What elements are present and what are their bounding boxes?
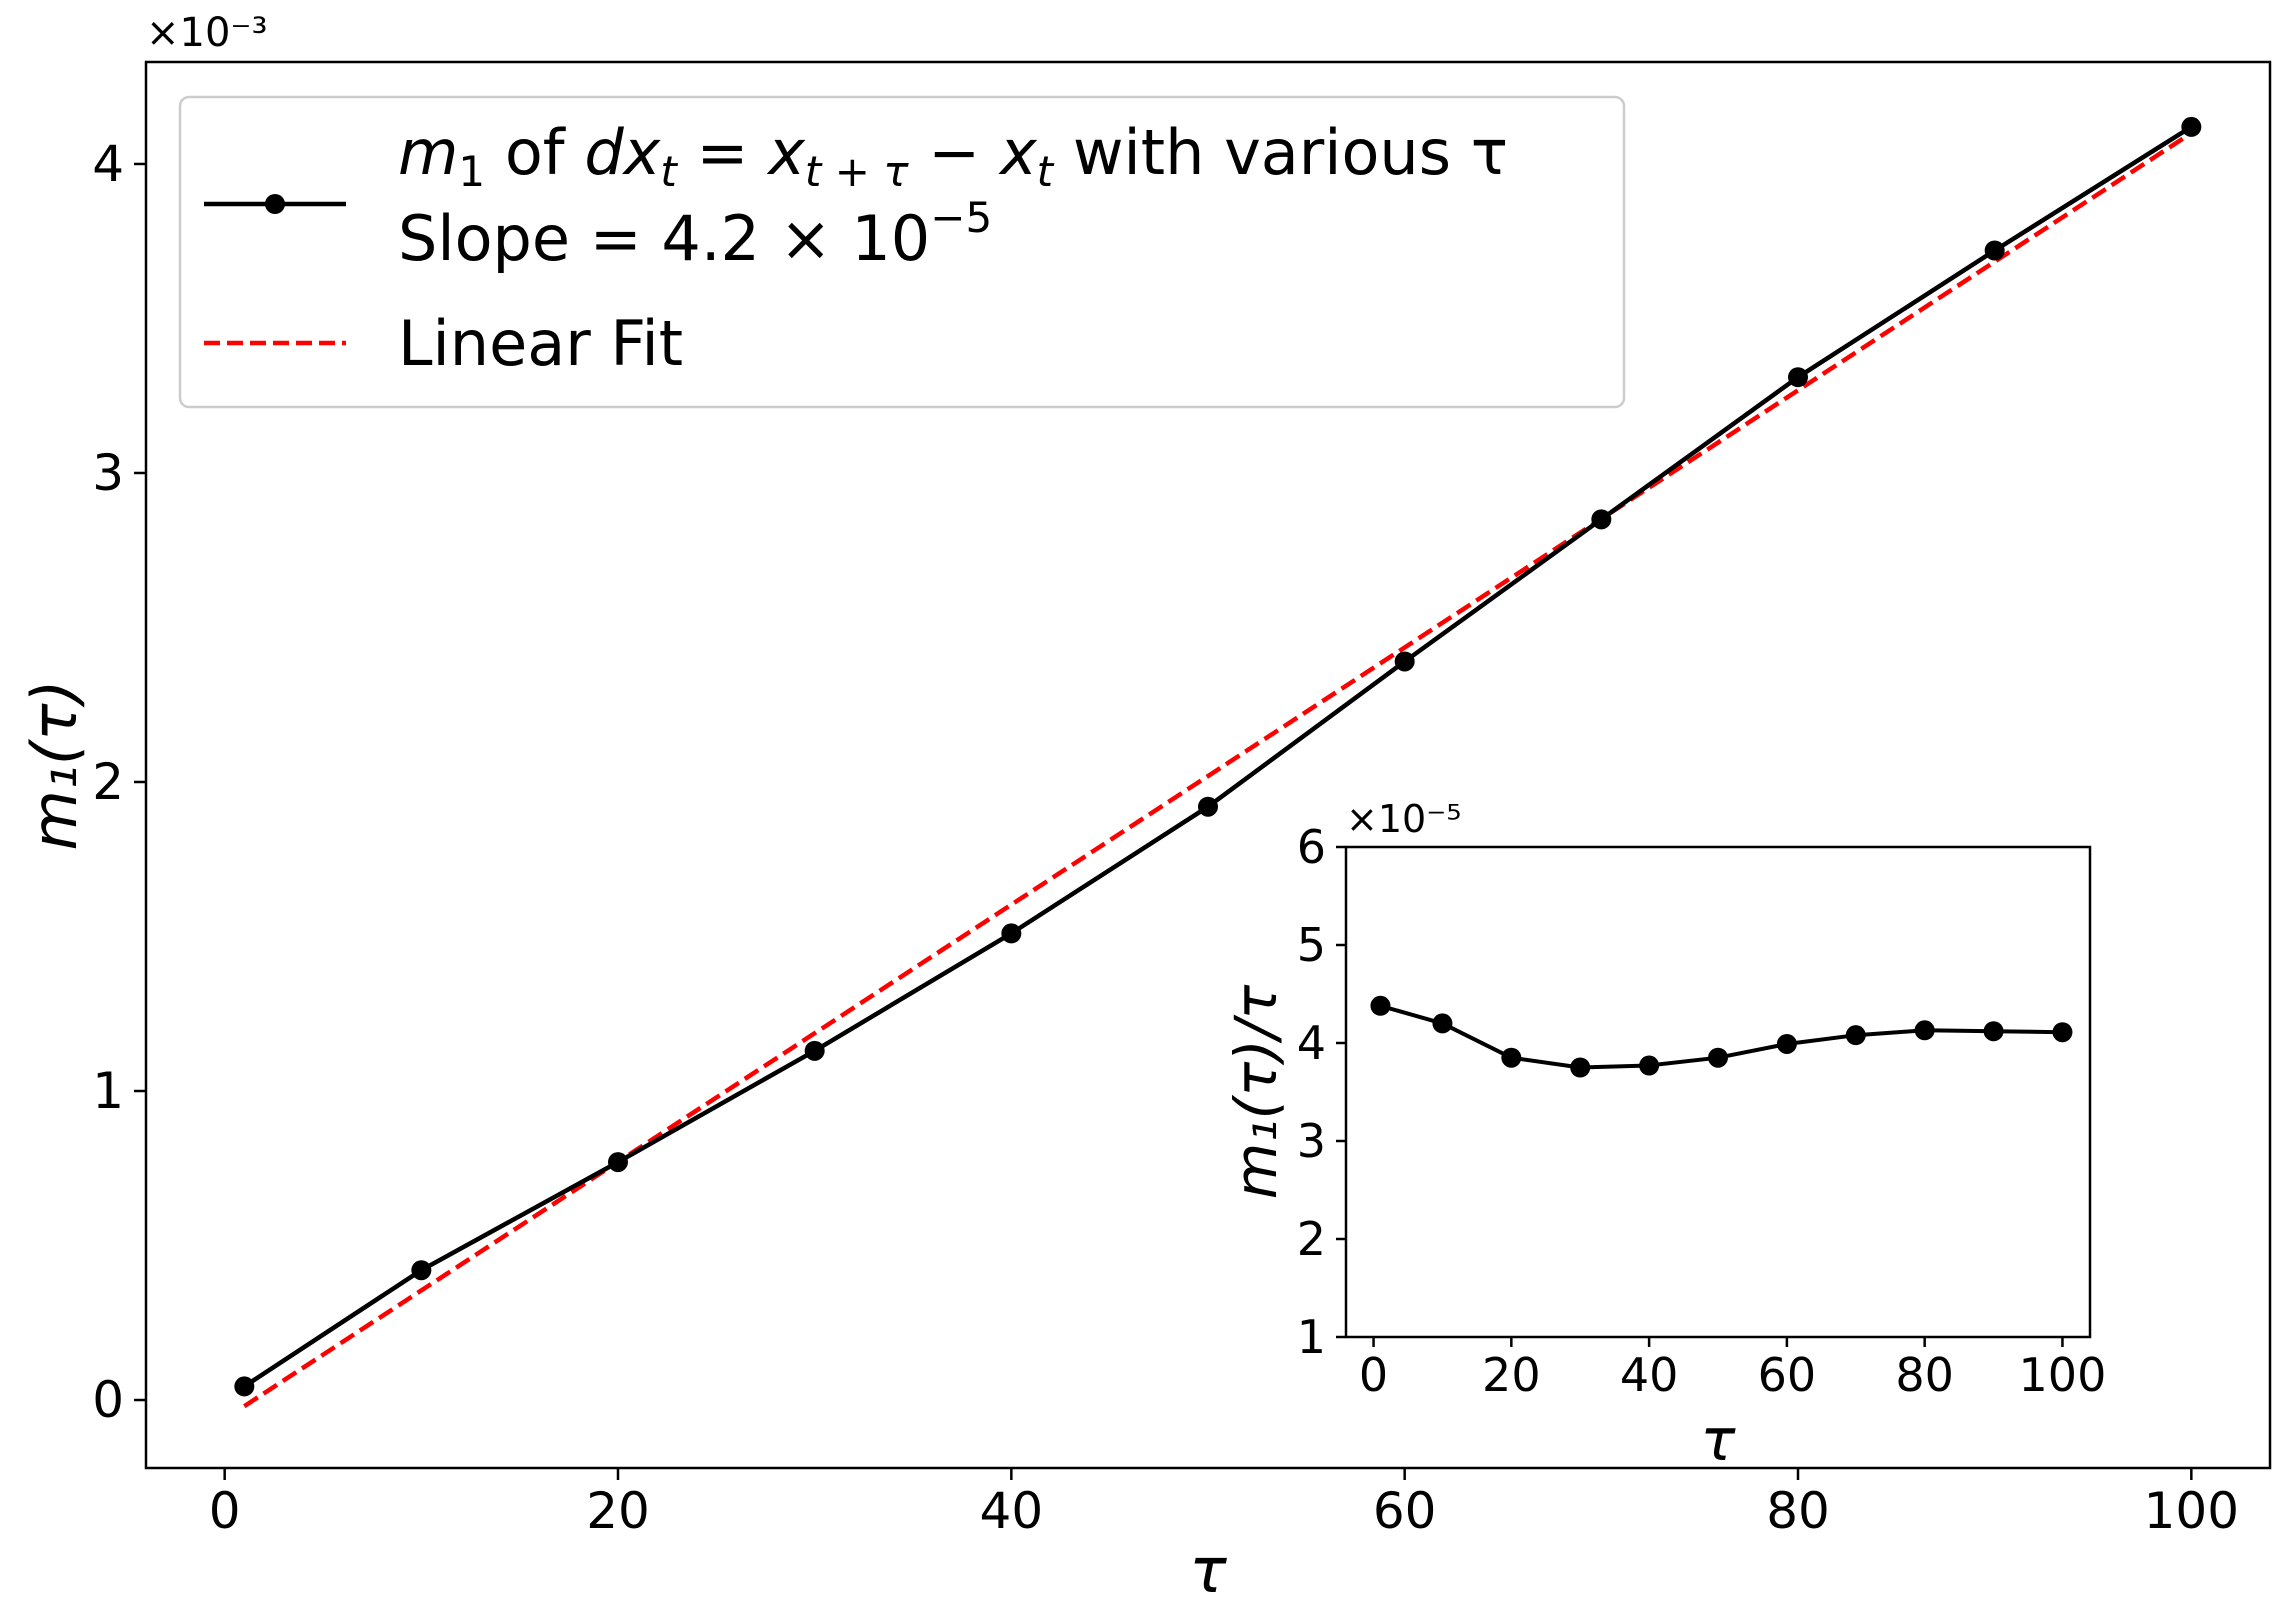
x-tick-label: 80: [1766, 1482, 1830, 1540]
main-y-axis-label: m₁(τ): [18, 680, 91, 851]
y-tick-label: 3: [1297, 1114, 1326, 1168]
inset-x-axis-ticks: 0 20 40 60 80 100: [1359, 1337, 2106, 1402]
main-y-axis-ticks: 0 1 2 3 4: [92, 135, 146, 1429]
x-tick-label: 60: [1373, 1482, 1437, 1540]
x-tick-label: 20: [586, 1482, 650, 1540]
data-point: [1370, 995, 1391, 1016]
y-tick-label: 0: [92, 1371, 124, 1429]
data-point: [1788, 367, 1808, 388]
y-tick-label: 4: [1297, 1016, 1326, 1070]
data-point: [1984, 240, 2005, 261]
data-point: [1983, 1021, 2004, 1042]
y-tick-label: 4: [92, 135, 124, 193]
x-tick-label: 100: [2019, 1348, 2107, 1402]
data-point: [1501, 1047, 1522, 1068]
main-y-multiplier: ×10⁻³: [146, 10, 268, 56]
data-point: [1432, 1013, 1453, 1034]
data-point: [1708, 1047, 1728, 1068]
data-point: [804, 1040, 825, 1061]
y-tick-label: 2: [1297, 1212, 1326, 1266]
data-point: [1639, 1055, 1660, 1076]
linear-fit-line: [243, 131, 2193, 1409]
legend-fit-label: Linear Fit: [398, 307, 683, 380]
main-x-axis-label: τ: [1189, 1534, 1227, 1607]
main-x-axis-ticks: 0 20 40 60 80 100: [209, 1468, 2239, 1540]
x-tick-label: 100: [2144, 1482, 2239, 1540]
x-tick-label: 0: [209, 1482, 241, 1540]
data-point: [1591, 509, 1612, 530]
data-point: [1394, 651, 1415, 672]
inset-plot-frame: [1344, 845, 2092, 1339]
legend-data-marker-swatch: [265, 194, 285, 214]
legend-data-label-line1: m1 of dxt = xt + τ − xt with various τ: [398, 116, 1508, 196]
data-point: [2052, 1022, 2073, 1043]
x-tick-label: 80: [1895, 1348, 1954, 1402]
main-plot-frame: [144, 60, 2272, 1470]
data-point: [1001, 923, 1022, 944]
legend-data-label-line2: Slope = 4.2 × 10−5: [398, 193, 992, 275]
inset-data-series: [1370, 995, 2073, 1078]
inset-plot: 0 20 40 60 80 100 1 2 3 4 5 6 ×10⁻⁵ τ m₁(τ)/τ: [1222, 797, 2106, 1474]
y-tick-label: 1: [92, 1062, 124, 1120]
inset-y-axis-label: m₁(τ)/τ: [1222, 984, 1290, 1199]
legend-box: [178, 95, 1626, 409]
inset-y-multiplier: ×10⁻⁵: [1346, 797, 1461, 841]
data-point: [1845, 1025, 1866, 1046]
data-point: [1570, 1057, 1591, 1078]
y-tick-label: 2: [92, 753, 124, 811]
legend: m1 of dxt = xt + τ − xt with various τ S…: [178, 95, 1626, 409]
data-point: [1198, 796, 1218, 817]
y-tick-label: 1: [1297, 1310, 1326, 1364]
inset-x-axis-label: τ: [1701, 1406, 1737, 1474]
y-tick-label: 5: [1297, 918, 1326, 972]
x-tick-label: 40: [1620, 1348, 1679, 1402]
data-point: [608, 1152, 628, 1173]
x-tick-label: 40: [980, 1482, 1044, 1540]
linear-fit-series: [243, 131, 2193, 1409]
data-point: [1914, 1020, 1935, 1041]
inset-y-axis-ticks: 1 2 3 4 5 6: [1297, 820, 1346, 1364]
y-tick-label: 3: [92, 444, 124, 502]
m1-data-series: [234, 116, 2202, 1397]
data-point: [234, 1376, 255, 1397]
data-point: [411, 1260, 432, 1281]
data-point: [1776, 1033, 1797, 1054]
x-tick-label: 20: [1482, 1348, 1541, 1402]
data-point: [2181, 116, 2202, 137]
x-tick-label: 60: [1758, 1348, 1817, 1402]
y-tick-label: 6: [1297, 820, 1326, 874]
x-tick-label: 0: [1359, 1348, 1388, 1402]
